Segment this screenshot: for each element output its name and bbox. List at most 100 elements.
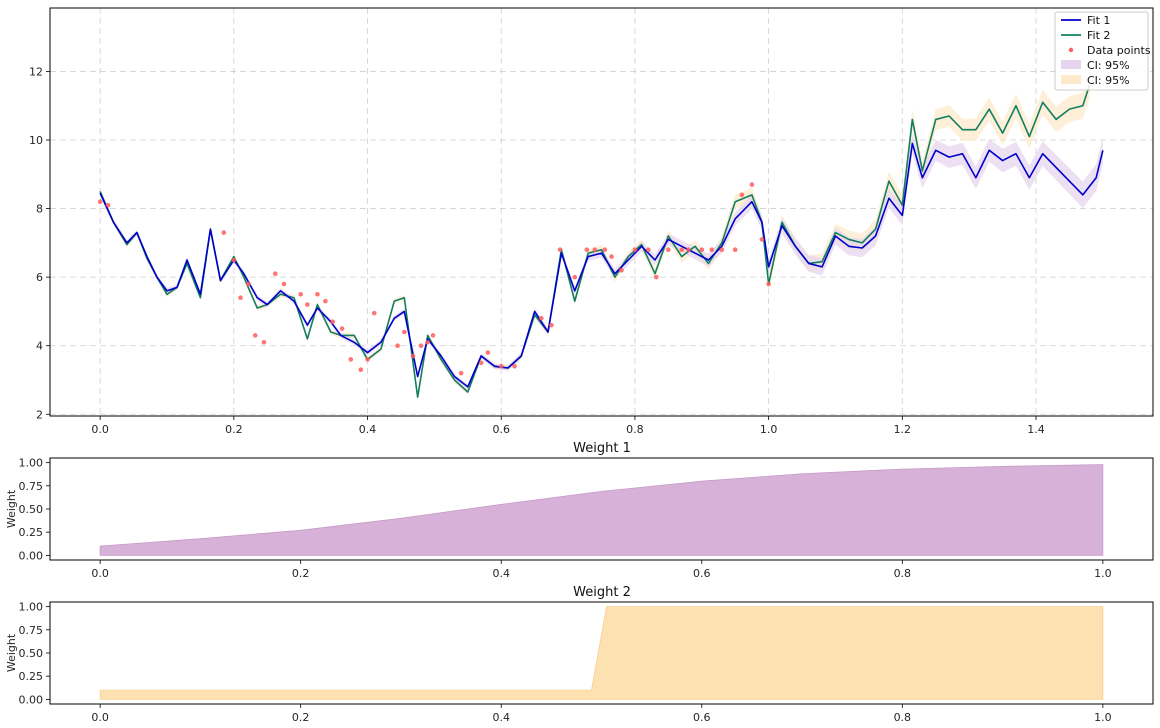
weight2-fill [99,606,1104,700]
weight2-ylabel: Weight [5,633,18,672]
weight1-title: Weight 1 [573,441,631,456]
ci-band-fit1 [100,133,1103,390]
data-point [252,333,258,338]
legend-label-ci1: CI: 95% [1087,59,1130,72]
x-tick-label: 0.6 [492,423,510,436]
data-point [759,237,765,242]
data-point [749,182,755,187]
x-tick-label: 0.2 [225,423,243,436]
y-tick-label: 0.25 [19,670,44,683]
data-point [609,254,614,259]
data-point [425,339,430,345]
y-tick-label: 1.00 [19,457,44,470]
main-grid [50,8,1153,416]
x-tick-label: 0.8 [626,423,644,436]
y-tick-label: 4 [36,340,43,353]
x-tick-label: 1.0 [760,423,778,436]
data-point [339,326,345,331]
y-tick-label: 0.50 [19,647,44,660]
y-tick-label: 0.00 [19,693,44,706]
legend-label-data: Data points [1087,44,1151,57]
data-point [557,247,563,253]
data-point [654,274,659,280]
weight2-title: Weight 2 [573,585,631,600]
data-point [549,322,554,328]
y-tick-label: 6 [36,271,43,284]
main-axes-frame [49,7,1154,417]
weight2-y-ticks: 0.00 0.25 0.50 0.75 1.00 [19,601,50,706]
weight1-plot: Weight 1 0.0 0.2 0.4 0.6 0.8 1.0 0.00 0.25 0.50… [5,441,1154,580]
x-tick-label: 0.0 [91,711,109,724]
data-point [719,247,725,253]
y-tick-label: 1.00 [19,601,44,614]
x-tick-label: 0.8 [894,711,912,724]
data-point [686,247,691,253]
weight1-ylabel: Weight [5,489,18,528]
data-point [238,295,243,301]
legend: Fit 1 Fit 2 Data points CI: 95% CI: 95% [1054,11,1151,91]
data-point [246,281,251,287]
x-tick-label: 1.0 [1094,567,1112,580]
data-point [315,291,320,297]
data-point [221,230,227,235]
data-point [485,350,491,355]
data-point [632,247,638,253]
data-point [371,310,377,316]
data-point [401,329,407,335]
data-point [619,267,624,273]
ci-band-fit2 [100,71,1090,400]
x-tick-label: 0.0 [91,567,109,580]
data-point [732,247,738,253]
data-point [323,298,328,304]
data-point [498,363,504,369]
main-x-ticks: 0.0 0.2 0.4 0.6 0.8 1.0 1.2 1.4 [91,416,1045,436]
data-point [572,274,578,280]
data-point [592,247,598,253]
data-point [584,247,590,253]
data-point [231,257,237,263]
data-point [305,302,310,307]
weight1-x-ticks: 0.0 0.2 0.4 0.6 0.8 1.0 [91,560,1112,580]
weight1-y-ticks: 0.00 0.25 0.50 0.75 1.00 [19,457,50,562]
data-point [666,247,671,253]
weight2-area [99,606,1104,700]
y-tick-label: 12 [29,65,43,78]
legend-label-ci2: CI: 95% [1087,74,1130,87]
x-tick-label: 0.8 [894,567,912,580]
fit-lines [99,84,1104,398]
x-tick-label: 0.2 [292,567,310,580]
y-tick-label: 0.75 [19,624,44,637]
data-point [709,247,715,253]
data-point [348,357,354,362]
data-point [358,367,364,373]
y-tick-label: 0.25 [19,526,44,539]
data-point [539,315,544,321]
data-point [410,353,416,359]
weight2-x-ticks: 0.0 0.2 0.4 0.6 0.8 1.0 [91,704,1112,724]
x-tick-label: 0.0 [91,423,109,436]
y-tick-label: 2 [36,408,43,421]
data-point [478,360,484,366]
data-point [365,357,370,362]
data-point [766,281,771,287]
data-point [430,333,436,338]
legend-label-fit1: Fit 1 [1087,14,1110,27]
data-point [261,339,267,345]
data-point [97,199,103,205]
fit2-line [99,84,1091,398]
legend-data-swatch [1068,47,1074,53]
y-tick-label: 0.00 [19,549,44,562]
data-point [418,343,424,349]
weight1-fill [99,464,1104,556]
data-point [105,202,111,208]
x-tick-label: 0.4 [492,711,510,724]
y-tick-label: 10 [29,134,43,147]
legend-box [1054,11,1149,91]
data-point [739,192,745,198]
legend-label-fit2: Fit 2 [1087,29,1110,42]
x-tick-label: 1.2 [894,423,912,436]
x-tick-label: 1.0 [1094,711,1112,724]
data-point [272,271,278,277]
data-point [330,319,336,325]
main-plot: 0.0 0.2 0.4 0.6 0.8 1.0 1.2 1.4 2 4 6 8 10 12 Fit 1 … [29,7,1154,436]
